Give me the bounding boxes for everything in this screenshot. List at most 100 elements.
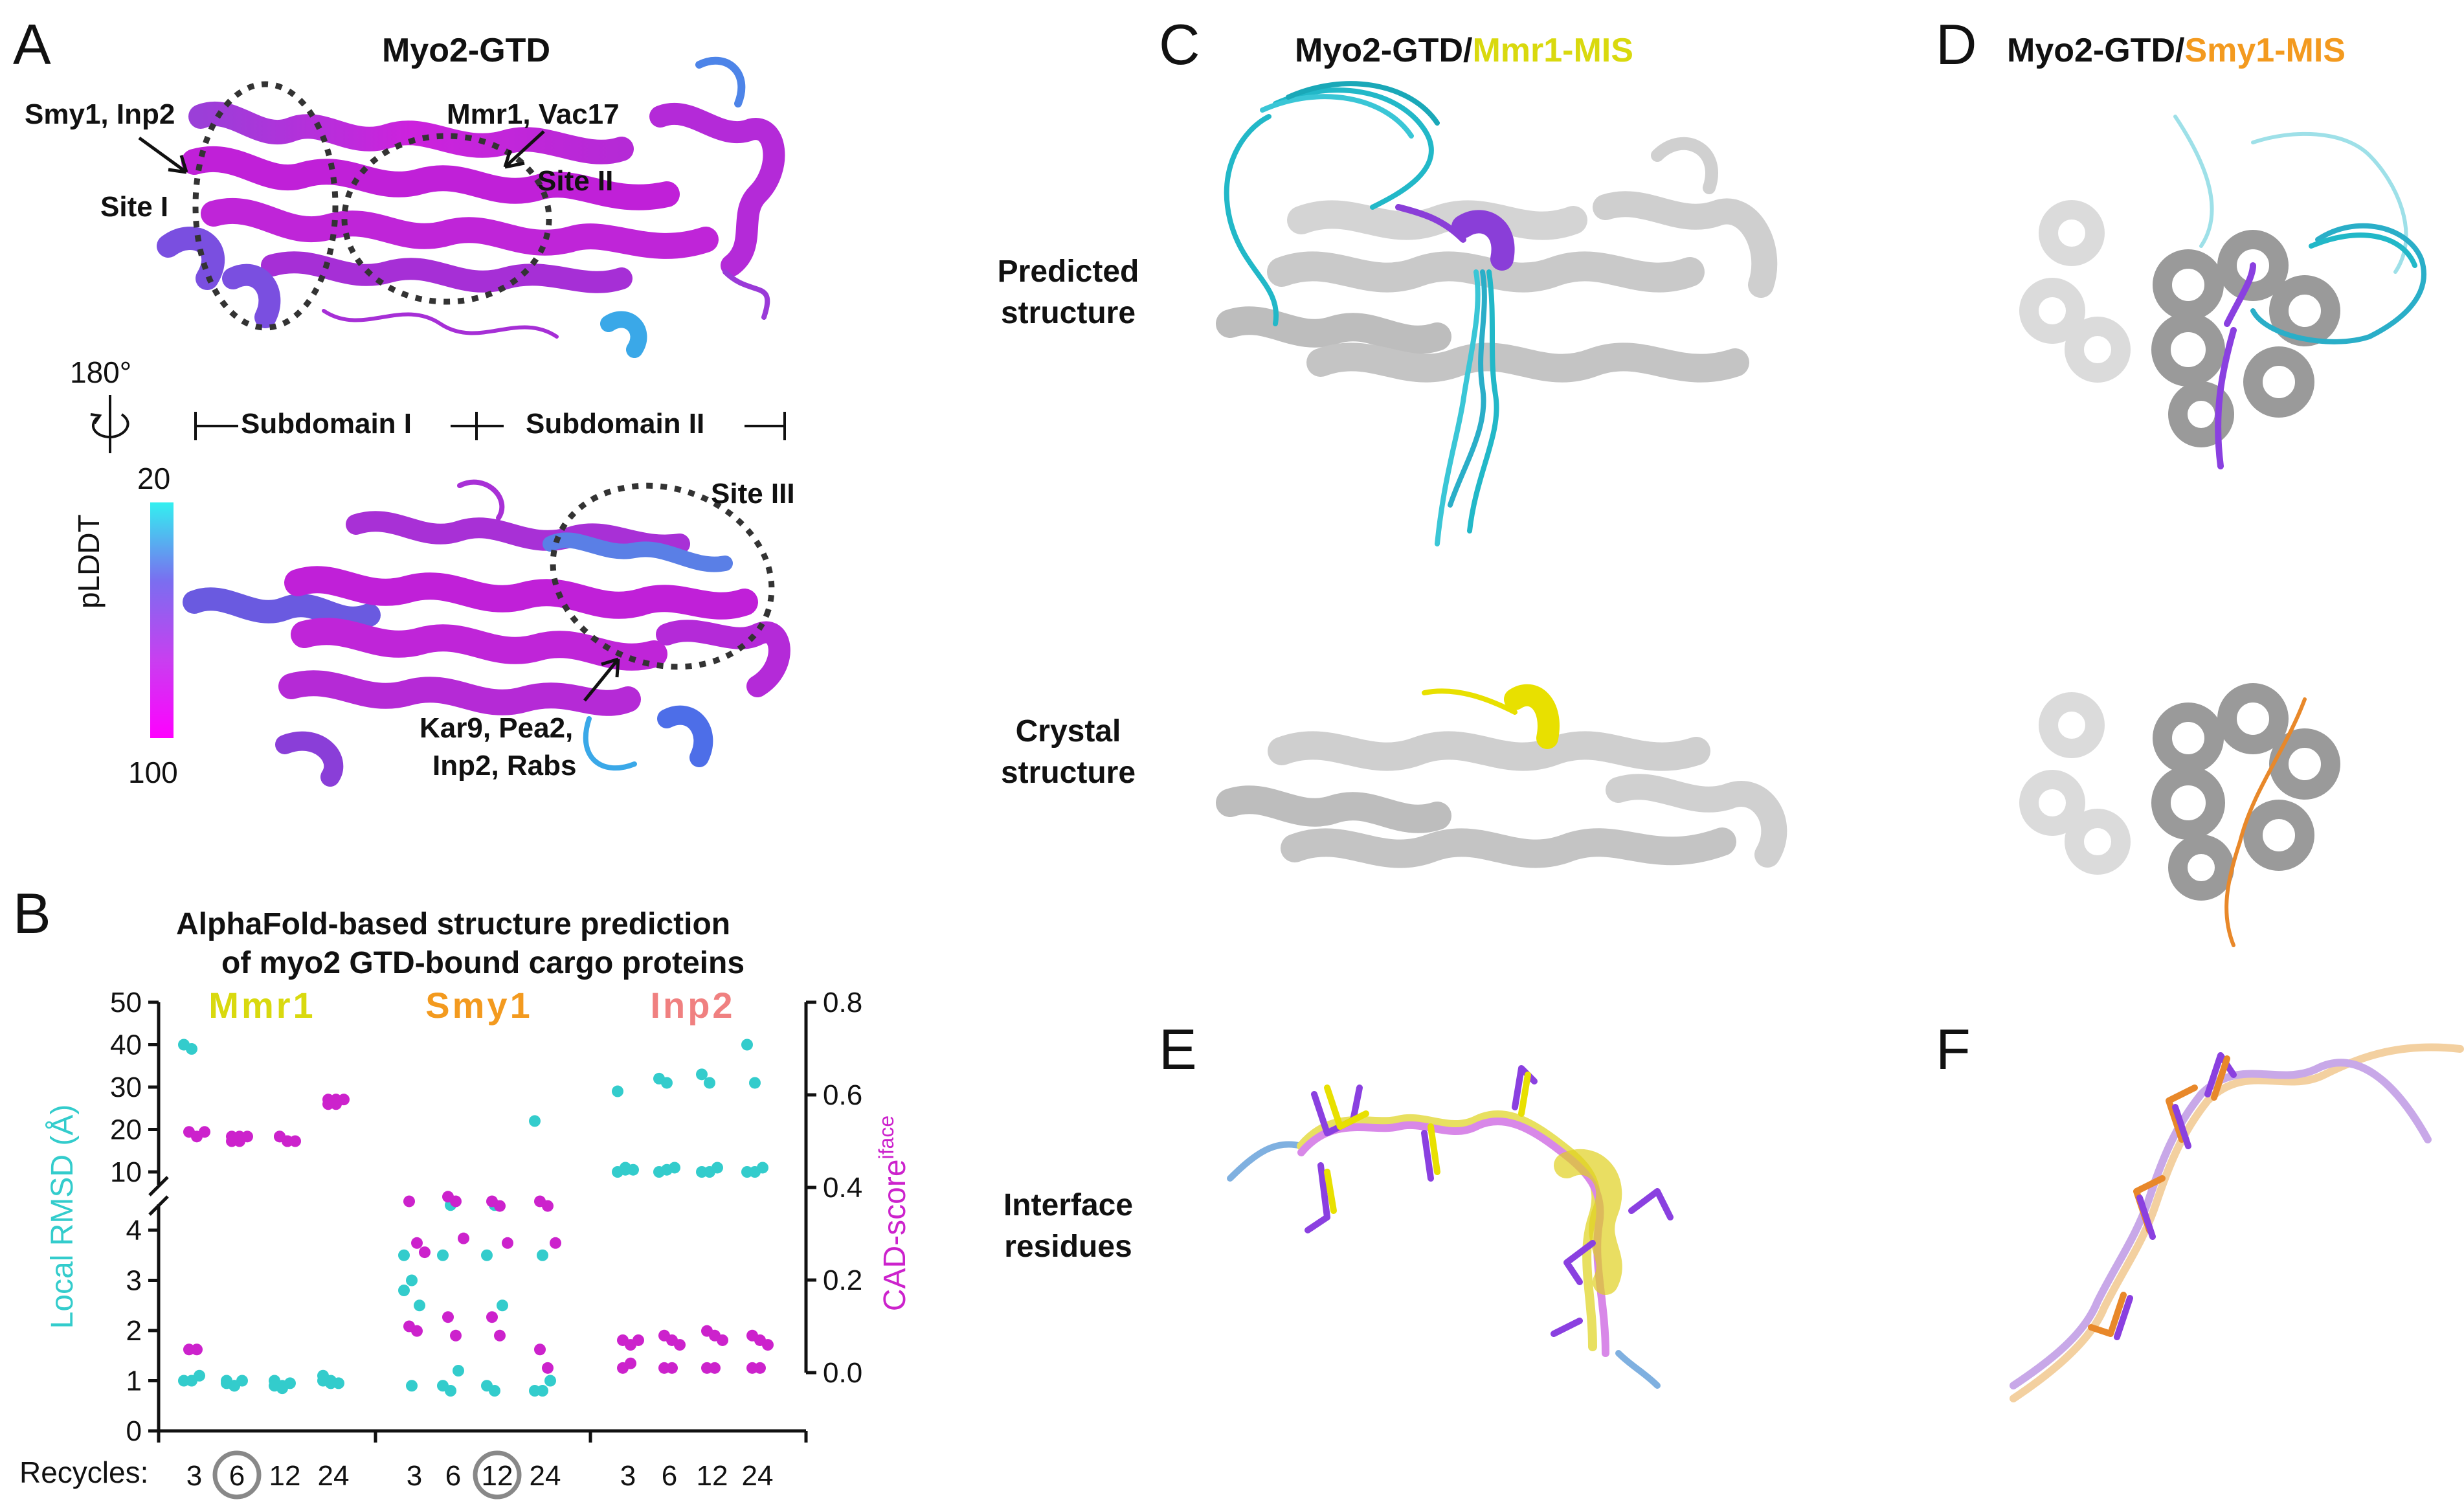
- rotation-label: 180°: [70, 355, 132, 389]
- rmsd-point: [620, 1163, 631, 1176]
- group-label-smy1: Smy1: [425, 985, 532, 1026]
- recycle-tick-label: 12: [482, 1460, 513, 1492]
- left-tick-label: 50: [110, 987, 142, 1018]
- site-1-cargo-label: Smy1, Inp2: [25, 98, 175, 130]
- cad-score-point: [403, 1195, 415, 1208]
- rmsd-point: [229, 1380, 240, 1392]
- site-2-arrow: [503, 130, 545, 169]
- rmsd-point: [398, 1285, 410, 1296]
- left-axis-title: Local RMSD (Å): [45, 1105, 80, 1329]
- rmsd-point: [186, 1043, 197, 1055]
- rmsd-point: [497, 1299, 508, 1312]
- left-tick-label: 1: [126, 1366, 142, 1397]
- row-label-crystal-line-2: structure: [1000, 756, 1136, 790]
- site-2-outline: [341, 133, 552, 305]
- chart-title-line-1: AlphaFold-based structure prediction: [176, 907, 731, 941]
- highlight-circle: [212, 1450, 262, 1500]
- right-axis-title-sup: iface: [875, 1116, 898, 1160]
- panel-c-title: Myo2-GTD/Mmr1-MIS: [1295, 31, 1633, 70]
- left-tick-label: 20: [110, 1114, 142, 1146]
- panel-d-title-prefix: Myo2-GTD/: [2007, 32, 2185, 69]
- rmsd-point: [741, 1039, 753, 1051]
- highlight-circle: [473, 1450, 522, 1500]
- cad-score-point: [411, 1237, 423, 1249]
- panel-label-f: F: [1936, 1017, 1971, 1081]
- panel-label-d: D: [1936, 12, 1977, 76]
- right-tick-label: 0.4: [823, 1172, 862, 1204]
- cad-score-point: [486, 1311, 498, 1323]
- cad-score-point: [550, 1237, 561, 1249]
- chart-title-line-2: of myo2 GTD-bound cargo proteins: [221, 946, 745, 980]
- rmsd-point: [749, 1166, 761, 1178]
- subdomain-2-label: Subdomain II: [526, 408, 705, 440]
- cad-score-point: [282, 1135, 293, 1147]
- left-tick-label: 30: [110, 1072, 142, 1103]
- cad-score-point: [502, 1237, 513, 1249]
- right-tick-label: 0.8: [823, 987, 862, 1018]
- right-tick-label: 0.2: [823, 1264, 862, 1296]
- site-1-label: Site I: [100, 191, 169, 223]
- row-label-predicted-line-1: Predicted: [997, 254, 1139, 289]
- panel-c-title-ligand: Mmr1-MIS: [1472, 32, 1633, 69]
- row-label-interface-line-2: residues: [1004, 1230, 1132, 1264]
- rmsd-point: [325, 1377, 337, 1389]
- rmsd-point: [544, 1375, 556, 1387]
- site-3-outline: [550, 482, 775, 670]
- panel-label-b: B: [13, 881, 51, 945]
- cad-score-point: [762, 1339, 774, 1351]
- smy1-interface-residues: [2010, 1043, 2464, 1402]
- site-3-cargo-label-1: Kar9, Pea2,: [420, 712, 574, 744]
- cad-score-point: [534, 1343, 546, 1356]
- rmsd-point: [406, 1380, 418, 1392]
- axis-break-mark: [148, 1176, 169, 1197]
- recycle-tick-label: 12: [697, 1460, 728, 1492]
- cad-score-point: [199, 1126, 210, 1138]
- recycle-tick-label: 24: [318, 1460, 350, 1492]
- cad-score-point: [419, 1246, 431, 1259]
- mmr1-predicted-structure: [1216, 81, 1778, 546]
- group-label-mmr1: Mmr1: [208, 985, 315, 1026]
- subdomain-scale-bar: [194, 412, 786, 440]
- rmsd-point: [537, 1249, 548, 1261]
- right-axis-title: CAD-scoreiface: [875, 1116, 912, 1311]
- recycle-tick-label: 6: [662, 1460, 677, 1492]
- cad-score-point: [494, 1200, 506, 1212]
- cad-score-point: [625, 1357, 636, 1369]
- panel-d-title-ligand: Smy1-MIS: [2184, 32, 2346, 69]
- mmr1-interface-residues: [1227, 1065, 1674, 1389]
- cad-score-point: [330, 1094, 342, 1106]
- panel-label-c: C: [1159, 12, 1200, 76]
- rmsd-point: [453, 1365, 464, 1377]
- panel-label-e: E: [1159, 1017, 1197, 1081]
- cad-score-point: [717, 1334, 728, 1346]
- x-axis-label: Recycles:: [19, 1455, 148, 1489]
- rmsd-point: [529, 1115, 541, 1127]
- rmsd-point: [489, 1385, 500, 1397]
- rmsd-point: [696, 1068, 708, 1081]
- smy1-predicted-structure: [2019, 115, 2426, 469]
- cad-score-point: [411, 1325, 423, 1337]
- panel-a-title: Myo2-GTD: [382, 32, 550, 69]
- right-tick-label: 0.6: [823, 1079, 862, 1111]
- rmsd-point: [537, 1385, 548, 1397]
- rmsd-point: [414, 1299, 425, 1312]
- site-3-arrow: [583, 657, 620, 702]
- recycle-tick-label: 3: [186, 1460, 202, 1492]
- recycle-tick-label: 6: [445, 1460, 461, 1492]
- mmr1-crystal-structure: [1216, 684, 1787, 868]
- rotation-icon: [90, 395, 129, 453]
- rmsd-point: [661, 1163, 673, 1176]
- rmsd-point: [406, 1274, 418, 1287]
- panel-c-title-prefix: Myo2-GTD/: [1295, 32, 1473, 69]
- plddt-colorbar: [150, 502, 174, 738]
- site-2-cargo-label: Mmr1, Vac17: [447, 98, 620, 130]
- site-3-label: Site III: [711, 478, 795, 510]
- rmsd-point: [704, 1166, 715, 1178]
- right-tick-label: 0.0: [823, 1357, 862, 1389]
- row-label-crystal: Crystal structure: [971, 711, 1165, 794]
- row-label-interface-line-1: Interface: [1003, 1188, 1134, 1222]
- rmsd-point: [481, 1249, 493, 1261]
- row-label-predicted-line-2: structure: [1000, 296, 1136, 330]
- row-label-crystal-line-1: Crystal: [1015, 714, 1121, 748]
